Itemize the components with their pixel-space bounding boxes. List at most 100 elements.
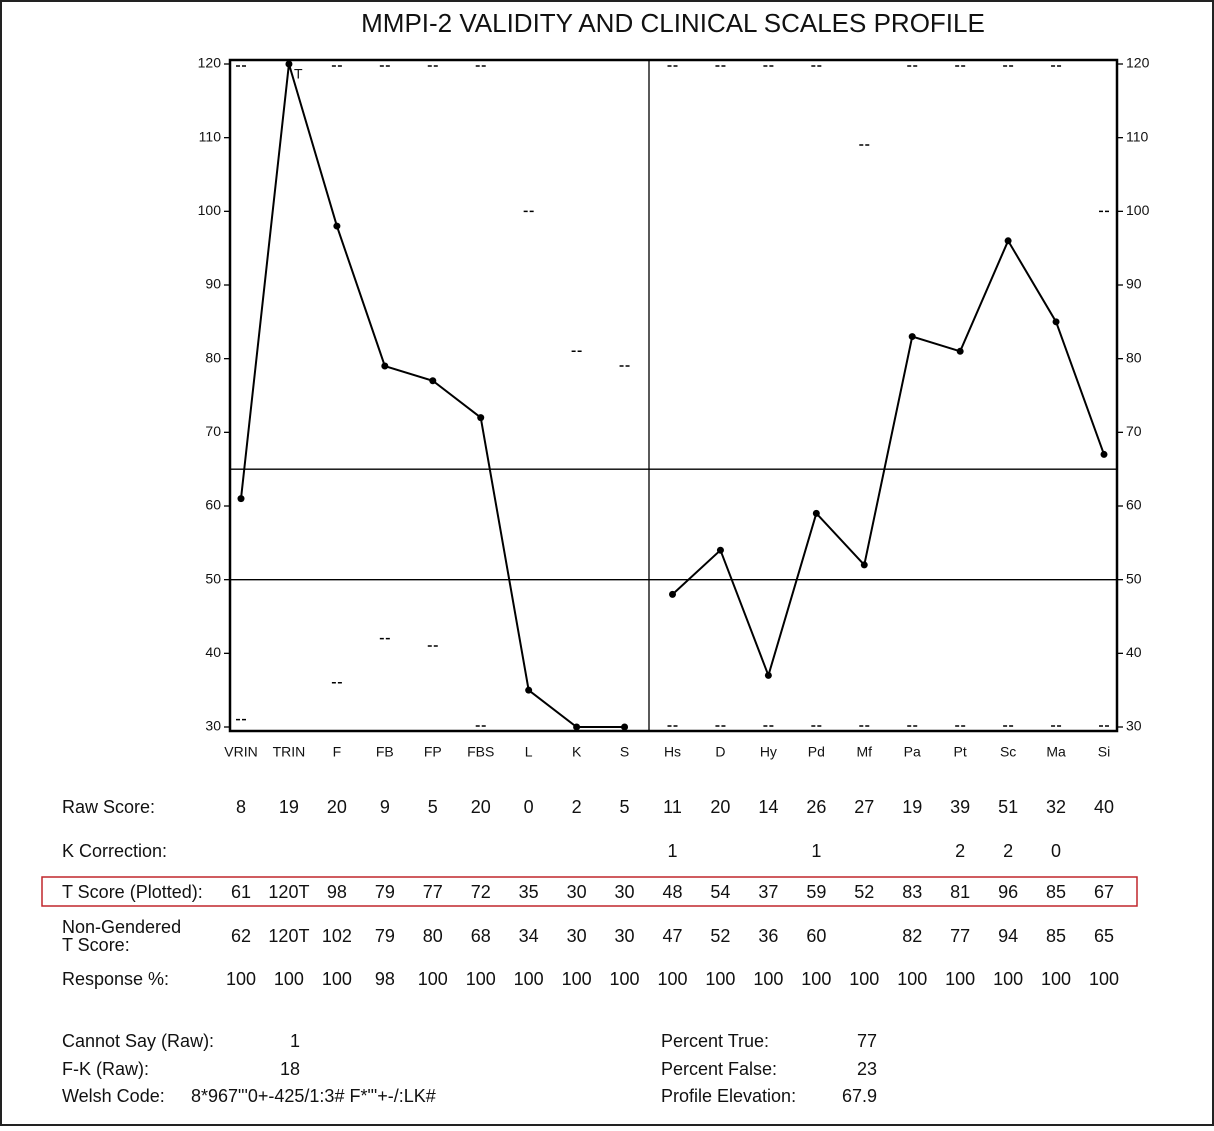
table-cell: 100 xyxy=(226,969,256,989)
table-cell: 20 xyxy=(471,797,491,817)
table-cell: 26 xyxy=(806,797,826,817)
profile-point xyxy=(812,509,820,517)
table-cell: 48 xyxy=(662,882,682,902)
table-cell: 8 xyxy=(236,797,246,817)
y-tick-label: 120 xyxy=(198,55,222,71)
table-cell: 100 xyxy=(562,969,592,989)
x-tick-label: FB xyxy=(376,744,394,760)
x-tick-label: Ma xyxy=(1046,744,1066,760)
x-tick-label: L xyxy=(525,744,533,760)
table-cell: 100 xyxy=(849,969,879,989)
profile-point xyxy=(669,590,676,598)
x-tick-label: Pt xyxy=(954,744,967,760)
footer-value: 1 xyxy=(290,1031,300,1051)
y2-tick-label: 100 xyxy=(1126,202,1150,218)
profile-point xyxy=(573,723,581,731)
y-tick-label: 60 xyxy=(205,497,221,513)
table-cell: 81 xyxy=(950,882,970,902)
table-cell: 0 xyxy=(1051,841,1061,861)
table-cell: 35 xyxy=(519,882,539,902)
table-cell: 5 xyxy=(620,797,630,817)
row-label: Non-Gendered T Score: xyxy=(62,917,181,955)
table-cell: 100 xyxy=(418,969,448,989)
x-tick-label: Si xyxy=(1098,744,1110,760)
x-tick-label: F xyxy=(333,744,342,760)
table-cell: 82 xyxy=(902,926,922,946)
y2-tick-label: 70 xyxy=(1126,423,1142,439)
y2-tick-label: 40 xyxy=(1126,644,1142,660)
profile-line xyxy=(671,238,1105,679)
table-cell: 100 xyxy=(610,969,640,989)
y-tick-label: 80 xyxy=(205,349,221,365)
table-cell: 9 xyxy=(380,797,390,817)
table-cell: 100 xyxy=(466,969,496,989)
table-cell: 39 xyxy=(950,797,970,817)
footer-value: 8*967"'0+-425/1:3# F*"'+-/:LK# xyxy=(191,1086,436,1106)
table-cell: 72 xyxy=(471,882,491,902)
table-cell: 100 xyxy=(274,969,304,989)
chart-title: MMPI-2 VALIDITY AND CLINICAL SCALES PROF… xyxy=(361,8,985,38)
table-cell: 79 xyxy=(375,926,395,946)
profile-point xyxy=(381,362,389,370)
table-cell: 62 xyxy=(231,926,251,946)
x-tick-label: Pd xyxy=(808,744,825,760)
table-cell: 37 xyxy=(758,882,778,902)
table-cell: 102 xyxy=(322,926,352,946)
row-label: T Score (Plotted): xyxy=(62,882,203,902)
table-cell: 100 xyxy=(322,969,352,989)
footer-label: Percent True: xyxy=(661,1031,769,1051)
x-tick-label: Hy xyxy=(760,744,777,760)
footer-value: 77 xyxy=(857,1031,877,1051)
table-cell: 94 xyxy=(998,926,1018,946)
profile-point xyxy=(956,347,964,355)
table-cell: 19 xyxy=(279,797,299,817)
table-cell: 120T xyxy=(268,882,309,902)
x-tick-label: FP xyxy=(424,744,442,760)
table-cell: 85 xyxy=(1046,882,1066,902)
table-cell: 100 xyxy=(657,969,687,989)
table-cell: 52 xyxy=(854,882,874,902)
y2-tick-label: 90 xyxy=(1126,276,1142,292)
x-tick-label: Hs xyxy=(664,744,681,760)
profile-point xyxy=(764,671,772,679)
x-tick-label: TRIN xyxy=(273,744,306,760)
table-cell: 34 xyxy=(519,926,539,946)
table-cell: 85 xyxy=(1046,926,1066,946)
footer-label: Profile Elevation: xyxy=(661,1086,796,1106)
table-cell: 60 xyxy=(806,926,826,946)
table-cell: 100 xyxy=(1041,969,1071,989)
y2-tick-label: 120 xyxy=(1126,55,1150,71)
annotation: T xyxy=(294,66,303,82)
y-tick-label: 50 xyxy=(205,570,221,586)
table-cell: 100 xyxy=(514,969,544,989)
y2-tick-label: 80 xyxy=(1126,349,1142,365)
table-cell: 59 xyxy=(806,882,826,902)
table-cell: 100 xyxy=(705,969,735,989)
profile-point xyxy=(716,546,724,554)
plot-frame xyxy=(228,58,1119,733)
table-cell: 2 xyxy=(955,841,965,861)
y-tick-label: 110 xyxy=(199,128,222,144)
table-cell: 83 xyxy=(902,882,922,902)
footer-value: 23 xyxy=(857,1059,877,1079)
table-cell: 77 xyxy=(423,882,443,902)
x-tick-label: D xyxy=(715,744,725,760)
profile-point xyxy=(525,686,533,694)
footer-value: 18 xyxy=(280,1059,300,1079)
profile-point xyxy=(860,561,868,569)
table-cell: 80 xyxy=(423,926,443,946)
profile-point xyxy=(237,495,245,503)
table-cell: 100 xyxy=(945,969,975,989)
table-cell: 52 xyxy=(710,926,730,946)
table-cell: 40 xyxy=(1094,797,1114,817)
table-cell: 36 xyxy=(758,926,778,946)
y-tick-label: 100 xyxy=(198,202,222,218)
table-cell: 20 xyxy=(327,797,347,817)
x-tick-label: S xyxy=(620,744,629,760)
y-tick-label: 40 xyxy=(205,644,221,660)
footer-label: F-K (Raw): xyxy=(62,1059,149,1079)
table-cell: 5 xyxy=(428,797,438,817)
table-cell: 100 xyxy=(753,969,783,989)
table-cell: 100 xyxy=(993,969,1023,989)
